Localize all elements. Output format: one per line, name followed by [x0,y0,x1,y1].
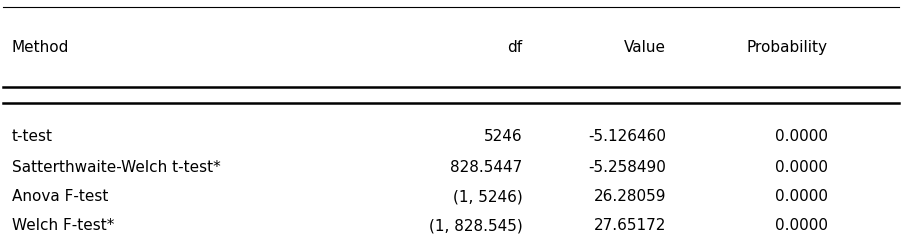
Text: 0.0000: 0.0000 [775,218,827,233]
Text: Welch F-test*: Welch F-test* [12,218,115,233]
Text: 5246: 5246 [484,129,523,144]
Text: (1, 5246): (1, 5246) [453,189,523,204]
Text: (1, 828.545): (1, 828.545) [429,218,523,233]
Text: Anova F-test: Anova F-test [12,189,108,204]
Text: df: df [508,40,523,55]
Text: Value: Value [624,40,667,55]
Text: 26.28059: 26.28059 [594,189,667,204]
Text: Method: Method [12,40,69,55]
Text: -5.258490: -5.258490 [588,160,667,175]
Text: 27.65172: 27.65172 [594,218,667,233]
Text: Probability: Probability [747,40,827,55]
Text: 828.5447: 828.5447 [450,160,523,175]
Text: 0.0000: 0.0000 [775,129,827,144]
Text: -5.126460: -5.126460 [588,129,667,144]
Text: Satterthwaite-Welch t-test*: Satterthwaite-Welch t-test* [12,160,220,175]
Text: 0.0000: 0.0000 [775,160,827,175]
Text: 0.0000: 0.0000 [775,189,827,204]
Text: t-test: t-test [12,129,52,144]
